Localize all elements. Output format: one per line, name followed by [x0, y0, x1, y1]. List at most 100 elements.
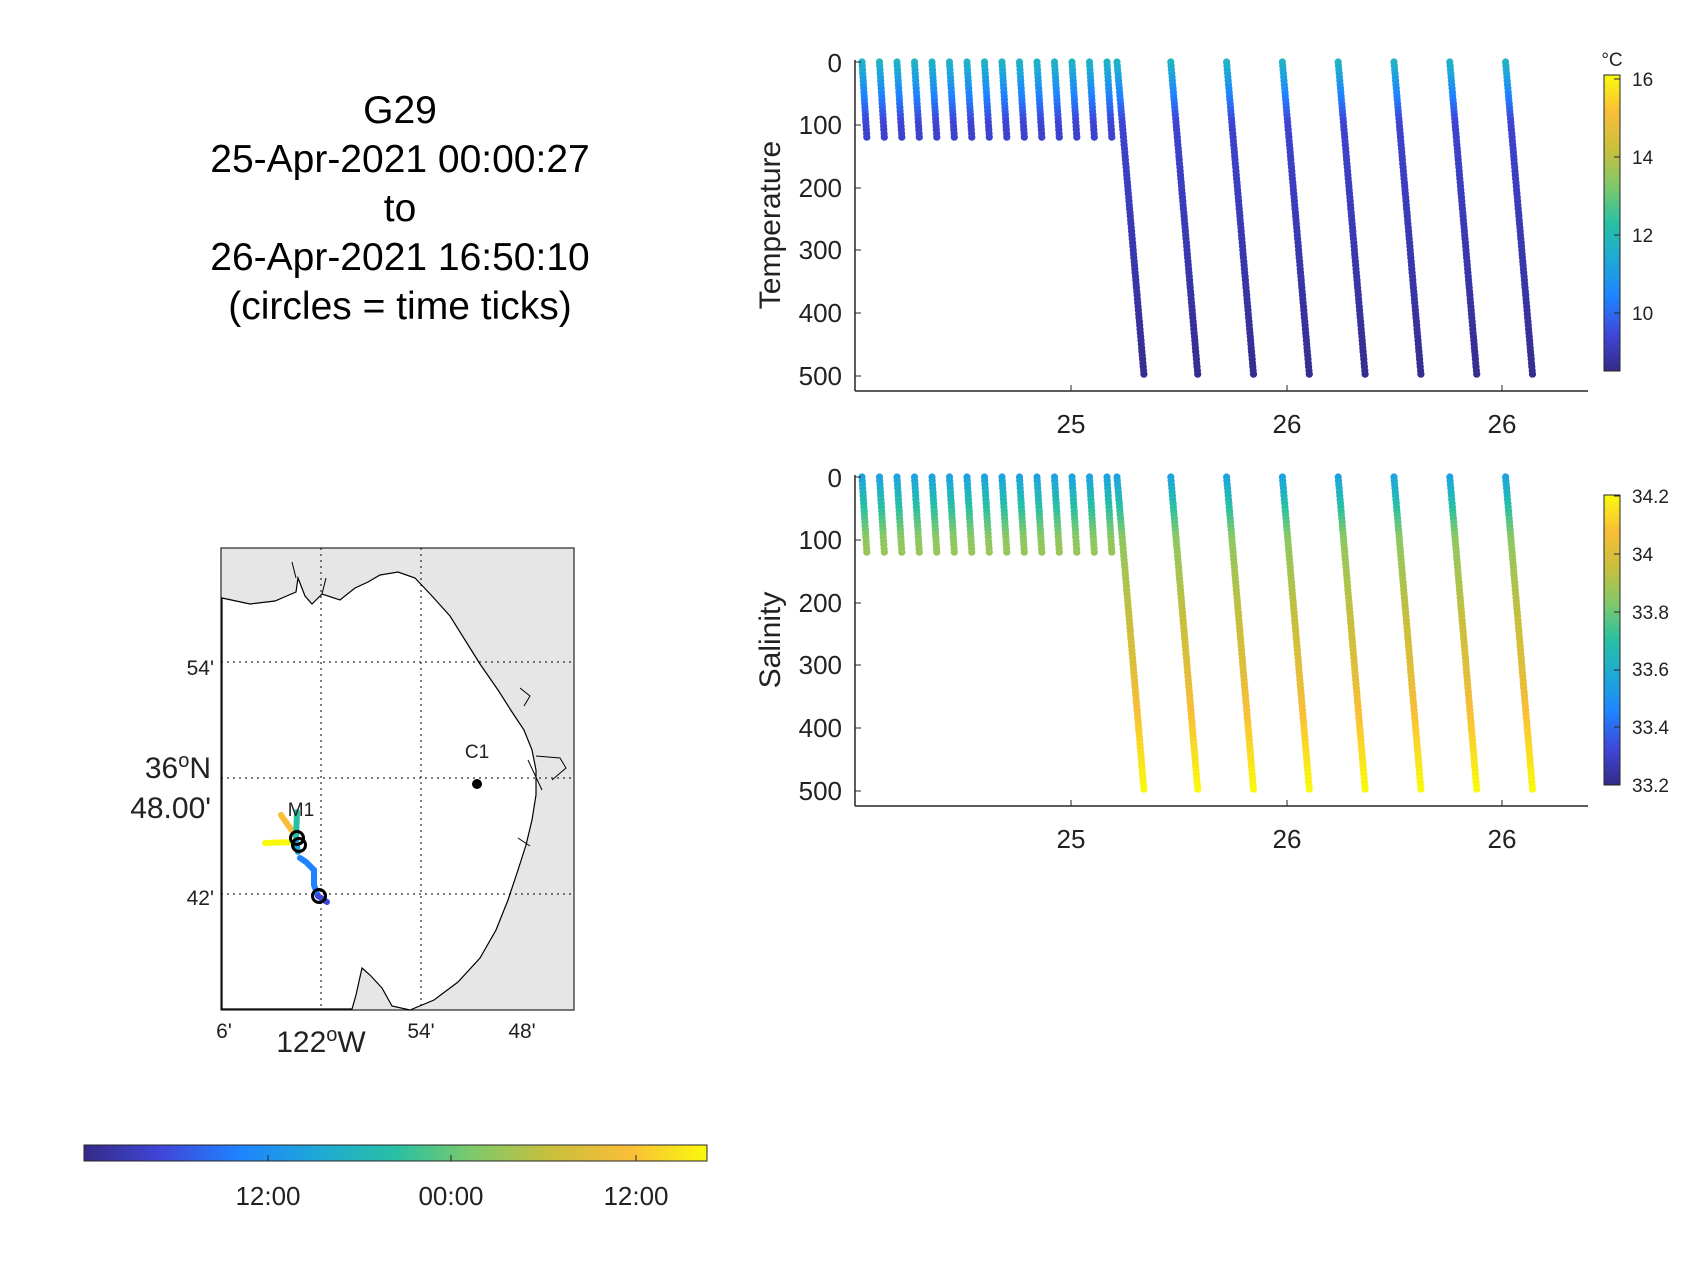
- temperature-profile-point: [1361, 370, 1369, 378]
- temperature-profile-point: [1473, 370, 1481, 378]
- map-gridlines: [221, 548, 574, 1010]
- title-line: to: [383, 187, 417, 230]
- salinity-profile-point: [1194, 785, 1202, 793]
- temperature-x-tick-label: 26: [1488, 409, 1517, 439]
- salinity-profiles: [858, 473, 1537, 793]
- salinity-x-tick-label: 26: [1488, 824, 1517, 854]
- lon-tick-label: 54': [407, 1020, 434, 1043]
- salinity-profile-point: [1020, 548, 1028, 556]
- temperature-profile-point: [968, 133, 976, 141]
- salinity-colorbar-tick: 34.2: [1632, 487, 1669, 508]
- salinity-colorbar-tick: 33.6: [1632, 660, 1669, 681]
- temperature-profile-point: [1003, 133, 1011, 141]
- temperature-profile-point: [1108, 133, 1116, 141]
- salinity-profile-point: [898, 548, 906, 556]
- salinity-colorbar-tick: 33.2: [1632, 776, 1669, 797]
- time-colorbar-tick: 00:00: [418, 1181, 483, 1211]
- temperature-y-tick-label: 0: [828, 48, 842, 78]
- lon-tick-label: 48': [508, 1020, 535, 1043]
- lat-center-label: 36oN: [145, 750, 211, 785]
- salinity-profile-point: [1473, 785, 1481, 793]
- temperature-profile-point: [1055, 133, 1063, 141]
- salinity-profile-point: [863, 548, 871, 556]
- title-line: G29: [363, 89, 437, 132]
- temperature-colorbar-unit: °C: [1601, 50, 1622, 71]
- salinity-profile-point: [1361, 785, 1369, 793]
- salinity-y-tick-label: 400: [799, 713, 842, 743]
- time-tick-circle: [311, 888, 327, 904]
- temperature-profile-point: [1073, 133, 1081, 141]
- title-line: (circles = time ticks): [228, 285, 572, 328]
- temperature-profile-point: [880, 133, 888, 141]
- temperature-profile-point: [1249, 370, 1258, 378]
- temperature-y-tick-label: 500: [799, 361, 842, 391]
- salinity-y-tick-label: 200: [799, 588, 842, 618]
- temperature-colorbar-ramp: [1603, 74, 1621, 372]
- salinity-y-tick-label: 500: [799, 776, 842, 806]
- salinity-profile-point: [933, 548, 941, 556]
- salinity-profile-point: [915, 548, 923, 556]
- salinity-y-tick-label: 300: [799, 650, 842, 680]
- temperature-profile-point: [898, 133, 906, 141]
- salinity-colorbar-tick: 34: [1632, 545, 1654, 566]
- title-line: 26-Apr-2021 16:50:10: [210, 236, 590, 279]
- salinity-y-ticks: 0 100 200 300 400 500: [799, 463, 861, 806]
- time-tick-circle: [291, 837, 307, 853]
- temperature-profile-point: [1194, 370, 1202, 378]
- salinity-x-tick-label: 26: [1273, 824, 1302, 854]
- temperature-profile-point: [863, 133, 871, 141]
- salinity-profile-point: [1108, 548, 1116, 556]
- time-colorbar-ramp: [83, 1144, 708, 1162]
- temperature-profile-point: [1020, 133, 1028, 141]
- lon-center-label: 122oW: [276, 1024, 366, 1059]
- temperature-profile-point: [1305, 370, 1313, 378]
- temperature-profile-point: [1038, 133, 1046, 141]
- salinity-profile-point: [1305, 785, 1313, 793]
- temperature-profile-point: [985, 133, 993, 141]
- temperature-profile-point: [1140, 370, 1148, 378]
- figure-title: G29 25-Apr-2021 00:00:27 to 26-Apr-2021 …: [145, 86, 655, 331]
- salinity-profile-point: [968, 548, 976, 556]
- temperature-y-tick-label: 300: [799, 235, 842, 265]
- lat-tick-label: 54': [187, 657, 214, 680]
- temperature-colorbar: °C 16 14 12 10: [1601, 50, 1654, 372]
- salinity-profile-point: [1249, 785, 1258, 793]
- station-m1-label: M1: [288, 800, 314, 821]
- lat-center-minutes: 48.00': [130, 792, 211, 825]
- salinity-profile-point: [1417, 785, 1425, 793]
- glider-track: [262, 809, 330, 905]
- salinity-profile-point: [1038, 548, 1046, 556]
- salinity-profile-point: [1140, 785, 1148, 793]
- salinity-profile-point: [1090, 548, 1098, 556]
- temperature-panel: 0 100 200 300 400 500 25 26 26 Temperatu…: [754, 48, 1654, 439]
- time-colorbar-tick: 12:00: [235, 1181, 300, 1211]
- lon-tick-label: 6': [216, 1020, 232, 1043]
- time-colorbar: 12:00 00:00 12:00: [83, 1144, 708, 1211]
- temperature-y-label: Temperature: [754, 141, 787, 309]
- salinity-y-tick-label: 0: [828, 463, 842, 493]
- track-segment: [297, 855, 321, 899]
- bay-water: [221, 571, 537, 1011]
- temperature-colorbar-tick: 14: [1632, 148, 1654, 169]
- salinity-y-tick-label: 100: [799, 525, 842, 555]
- salinity-colorbar: 34.2 34 33.8 33.6 33.4 33.2: [1603, 487, 1669, 797]
- track-segment: [315, 893, 330, 905]
- salinity-profile-point: [1528, 785, 1537, 793]
- salinity-x-tick-label: 25: [1057, 824, 1086, 854]
- salinity-y-label: Salinity: [754, 592, 787, 689]
- temperature-profile-point: [915, 133, 923, 141]
- salinity-profile-point: [1073, 548, 1081, 556]
- temperature-profile-point: [1090, 133, 1098, 141]
- salinity-colorbar-ramp: [1603, 494, 1621, 786]
- time-colorbar-tick: 12:00: [603, 1181, 668, 1211]
- salinity-x-ticks: 25 26 26: [1057, 800, 1517, 854]
- temperature-x-tick-label: 25: [1057, 409, 1086, 439]
- temperature-profiles: [858, 58, 1537, 378]
- salinity-profile-point: [880, 548, 888, 556]
- title-line: 25-Apr-2021 00:00:27: [210, 138, 590, 181]
- salinity-colorbar-tick: 33.8: [1632, 603, 1669, 624]
- temperature-profile-point: [1528, 370, 1537, 378]
- salinity-profile-point: [1003, 548, 1011, 556]
- salinity-profile-point: [950, 548, 958, 556]
